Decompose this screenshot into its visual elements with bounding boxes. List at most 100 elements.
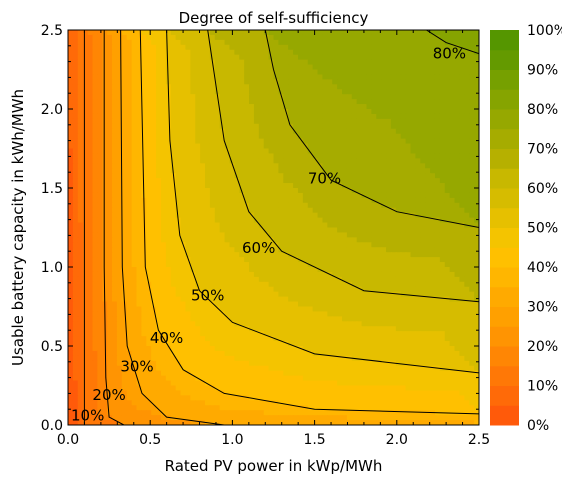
contour-fill-cell [449,247,456,253]
contour-fill-cell [430,222,436,229]
contour-fill-cell [253,168,260,174]
contour-fill-cell [317,39,324,46]
contour-fill-cell [405,183,412,189]
contour-fill-cell [268,79,275,85]
contour-fill-cell [273,311,279,317]
contour-fill-cell [219,39,226,46]
contour-fill-cell [72,232,79,238]
contour-fill-cell [214,69,221,76]
contour-fill-cell [317,94,324,100]
contour-fill-cell [205,113,211,120]
contour-fill-cell [400,74,407,80]
contour-fill-cell [297,64,304,71]
contour-fill-cell [312,212,319,219]
contour-fill-cell [244,291,250,298]
contour-fill-cell [121,207,128,214]
contour-fill-cell [263,222,270,229]
contour-fill-cell [283,192,289,199]
contour-fill-cell [151,30,157,36]
contour-fill-cell [136,30,142,36]
contour-fill-cell [102,188,108,194]
contour-fill-cell [337,113,343,120]
contour-fill-cell [244,178,250,184]
contour-fill-cell [469,143,475,150]
contour-fill-cell [420,148,426,155]
contour-fill-cell [371,173,377,179]
contour-fill-cell [439,168,446,174]
contour-fill-cell [307,222,314,229]
contour-fill-cell [195,197,201,204]
contour-fill-cell [136,89,142,95]
contour-fill-cell [112,192,118,199]
contour-fill-cell [146,178,152,184]
contour-fill-cell [68,222,74,229]
contour-fill-cell [253,44,260,51]
contour-fill-cell [180,306,187,313]
contour-fill-cell [214,138,221,145]
contour-fill-cell [107,168,113,174]
contour-fill-cell [381,34,387,41]
contour-fill-cell [253,192,260,199]
contour-fill-cell [307,267,314,273]
contour-fill-cell [381,158,387,164]
contour-fill-cell [112,183,118,189]
contour-fill-cell [72,163,79,169]
contour-fill-cell [170,163,177,169]
contour-fill-cell [386,148,392,155]
contour-fill-cell [415,69,421,76]
contour-fill-cell [420,74,426,80]
contour-fill-cell [87,34,94,41]
contour-fill-cell [381,311,387,317]
contour-fill-cell [332,128,338,135]
contour-fill-cell [68,84,74,90]
contour-fill-cell [136,271,142,278]
contour-fill-cell [200,286,206,293]
contour-fill-cell [474,163,479,169]
contour-fill-cell [454,104,461,110]
contour-fill-cell [351,188,358,194]
contour-fill-cell [371,94,377,100]
contour-fill-cell [371,212,377,219]
contour-fill-cell [87,188,94,194]
contour-fill-cell [112,89,118,95]
contour-fill-cell [410,113,416,120]
contour-fill-cell [449,69,456,76]
contour-fill-cell [72,227,79,234]
contour-fill-cell [224,321,231,327]
contour-fill-cell [273,296,279,303]
contour-fill-cell [474,192,479,199]
contour-fill-cell [156,212,162,219]
contour-fill-cell [366,54,372,61]
contour-fill-cell [361,163,368,169]
contour-fill-cell [410,133,416,140]
contour-fill-cell [185,133,191,140]
contour-fill-cell [337,188,343,194]
contour-fill-cell [439,69,446,76]
contour-fill-cell [77,163,84,169]
contour-fill-cell [356,192,363,199]
contour-fill-cell [263,128,270,135]
contour-fill-cell [366,227,372,234]
contour-fill-cell [302,168,309,174]
contour-fill-cell [107,188,113,194]
contour-fill-cell [415,30,421,36]
contour-fill-cell [121,222,128,229]
contour-fill-cell [386,192,392,199]
contour-fill-cell [351,69,358,76]
contour-fill-cell [107,242,113,248]
contour-fill-cell [156,267,162,273]
contour-fill-cell [97,321,103,327]
contour-fill-cell [361,286,368,293]
contour-fill-cell [425,34,431,41]
contour-fill-cell [180,94,187,100]
contour-fill-cell [180,148,187,155]
contour-fill-cell [214,44,221,51]
contour-fill-cell [258,281,265,288]
contour-fill-cell [214,163,221,169]
contour-fill-cell [454,30,461,36]
contour-fill-cell [87,143,94,150]
contour-fill-cell [224,232,231,238]
contour-fill-cell [332,227,338,234]
contour-fill-cell [444,197,451,204]
contour-fill-cell [278,281,284,288]
